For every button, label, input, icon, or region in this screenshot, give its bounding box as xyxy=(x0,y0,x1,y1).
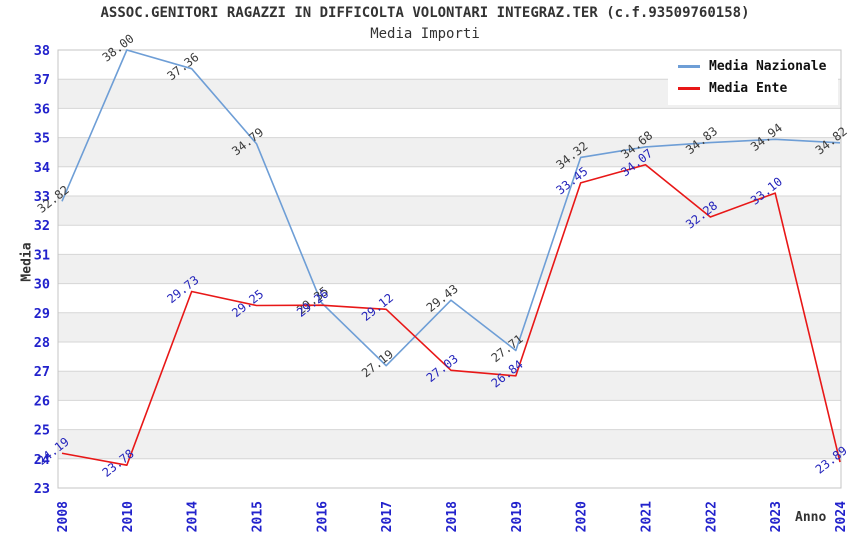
y-axis-label: Media xyxy=(19,242,35,282)
x-tick-label: 2016 xyxy=(315,501,330,532)
media-nazionale-point-label: 37.36 xyxy=(164,50,201,83)
y-tick-label: 35 xyxy=(34,131,50,147)
plot-band xyxy=(58,196,841,226)
y-tick-label: 24 xyxy=(34,452,50,468)
x-axis-label: Anno xyxy=(795,510,827,525)
x-tick-label: 2008 xyxy=(56,501,71,532)
media-ente-line-swatch xyxy=(678,87,700,90)
x-tick-label: 2023 xyxy=(769,501,784,532)
y-tick-label: 37 xyxy=(34,72,50,88)
y-tick-label: 23 xyxy=(34,481,50,497)
chart-subtitle: Media Importi xyxy=(370,26,480,42)
y-tick-label: 25 xyxy=(34,423,50,439)
y-tick-label: 28 xyxy=(34,335,50,351)
y-tick-label: 26 xyxy=(34,393,50,409)
x-tick-label: 2018 xyxy=(445,501,460,532)
y-tick-label: 27 xyxy=(34,364,50,380)
x-tick-label: 2010 xyxy=(121,501,136,532)
y-tick-label: 38 xyxy=(34,43,50,59)
x-tick-label: 2022 xyxy=(704,501,719,532)
y-tick-label: 29 xyxy=(34,306,50,322)
plot-band xyxy=(58,312,841,342)
legend-item-media-ente: Media Ente xyxy=(678,81,826,96)
plot-border xyxy=(57,49,842,489)
y-tick-label: 32 xyxy=(34,218,50,234)
legend-label-media-ente: Media Ente xyxy=(709,81,788,96)
y-tick-label: 34 xyxy=(34,160,50,176)
y-tick-label: 31 xyxy=(34,247,50,263)
media-nazionale-line-swatch xyxy=(678,65,700,68)
chart-title: ASSOC.GENITORI RAGAZZI IN DIFFICOLTA VOL… xyxy=(100,5,750,21)
plot-band xyxy=(58,371,841,401)
x-tick-label: 2024 xyxy=(834,501,849,532)
x-tick-label: 2021 xyxy=(640,501,655,532)
y-tick-label: 30 xyxy=(34,277,50,293)
media-nazionale-line xyxy=(61,49,841,367)
plot-band xyxy=(58,429,841,459)
y-tick-label: 36 xyxy=(34,101,50,117)
legend-label-media-nazionale: Media Nazionale xyxy=(709,59,827,74)
x-tick-label: 2014 xyxy=(186,501,201,532)
legend-item-media-nazionale: Media Nazionale xyxy=(678,59,826,74)
x-tick-label: 2019 xyxy=(510,501,525,532)
y-tick-label: 33 xyxy=(34,189,50,205)
legend: Media Nazionale Media Ente xyxy=(668,52,839,105)
plot-band xyxy=(58,254,841,284)
media-ente-line xyxy=(61,163,841,467)
x-tick-label: 2015 xyxy=(251,501,266,532)
x-tick-label: 2020 xyxy=(575,501,590,532)
x-tick-label: 2017 xyxy=(380,501,395,532)
